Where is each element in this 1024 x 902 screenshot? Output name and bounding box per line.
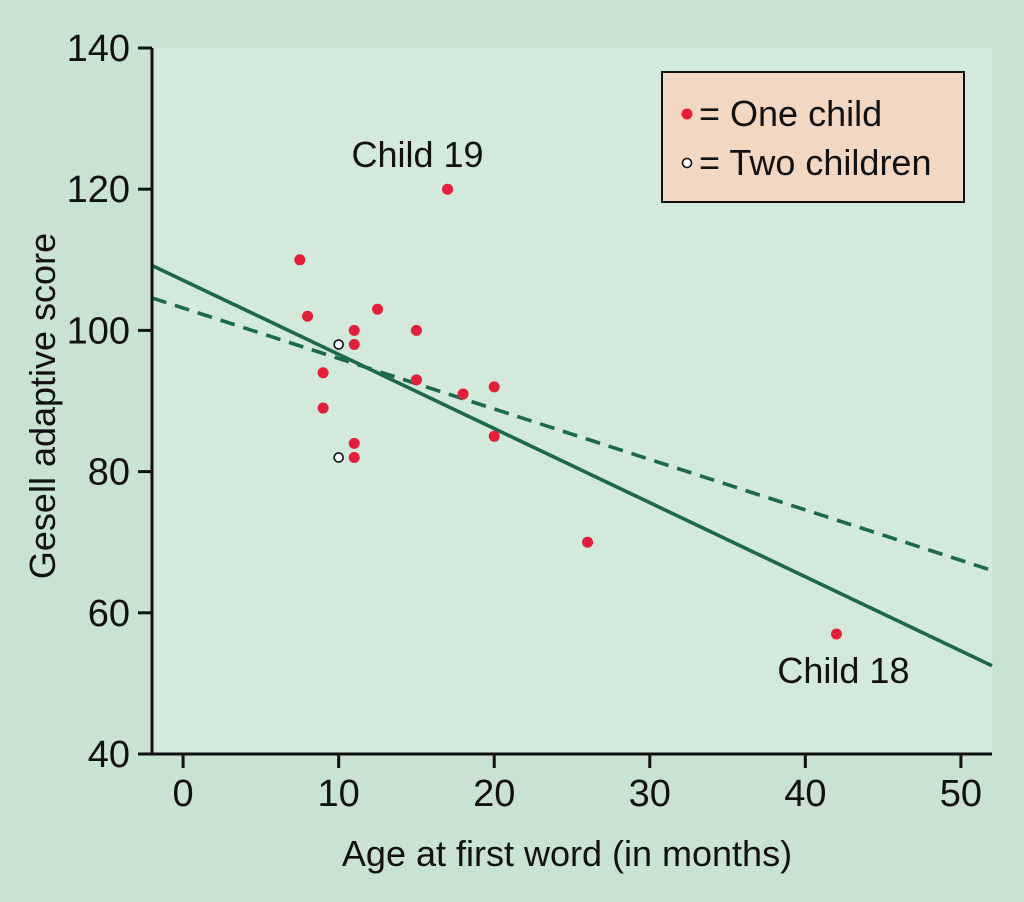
data-point-one-child <box>317 367 329 379</box>
scatter-chart: 40 60 80 100 120 140 0 10 20 30 40 50 Gesell adapti… <box>22 28 993 874</box>
x-tick-label: 20 <box>473 773 515 815</box>
data-point-one-child <box>457 388 469 400</box>
legend-marker-one-child <box>681 108 693 120</box>
y-tick-label: 40 <box>88 734 130 776</box>
data-point-one-child <box>348 451 360 463</box>
y-tick-label: 60 <box>88 593 130 635</box>
y-tick-label: 100 <box>67 310 130 352</box>
y-tick-label: 80 <box>88 452 130 494</box>
x-tick-label: 50 <box>940 773 982 815</box>
data-point-one-child <box>348 437 360 449</box>
dashed-regression-line <box>151 296 993 573</box>
data-point-two-children <box>333 339 344 350</box>
data-point-one-child <box>830 628 842 640</box>
data-point-one-child <box>442 183 454 195</box>
annotation-child-19: Child 19 <box>352 134 484 175</box>
data-point-one-child <box>410 324 422 336</box>
x-tick-label: 10 <box>318 773 360 815</box>
x-tick-label: 0 <box>173 773 194 815</box>
legend-label-two-children: = Two children <box>699 142 931 183</box>
data-point-one-child <box>372 303 384 315</box>
chart-frame: 40 60 80 100 120 140 0 10 20 30 40 50 Gesell adapti… <box>6 8 1018 894</box>
data-point-one-child <box>302 310 314 322</box>
legend-marker-two-children <box>681 157 693 169</box>
solid-regression-line <box>151 263 993 668</box>
data-point-one-child <box>294 254 306 266</box>
x-axis-title: Age at first word (in months) <box>342 833 792 874</box>
data-point-two-children <box>333 452 344 463</box>
data-point-one-child <box>348 339 360 351</box>
data-point-one-child <box>582 536 594 548</box>
legend: = One child = Two children <box>661 71 965 203</box>
y-tick-label: 140 <box>67 28 130 70</box>
annotation-child-18: Child 18 <box>777 650 909 691</box>
data-point-one-child <box>317 402 329 414</box>
x-tick-label: 40 <box>784 773 826 815</box>
x-tick-label: 30 <box>629 773 671 815</box>
data-point-one-child <box>410 374 422 386</box>
y-tick-label: 120 <box>67 169 130 211</box>
y-axis-title: Gesell adaptive score <box>22 233 63 579</box>
data-point-one-child <box>488 430 500 442</box>
data-point-one-child <box>348 324 360 336</box>
data-point-one-child <box>488 381 500 393</box>
legend-label-one-child: = One child <box>699 93 882 134</box>
legend-box <box>661 71 965 203</box>
